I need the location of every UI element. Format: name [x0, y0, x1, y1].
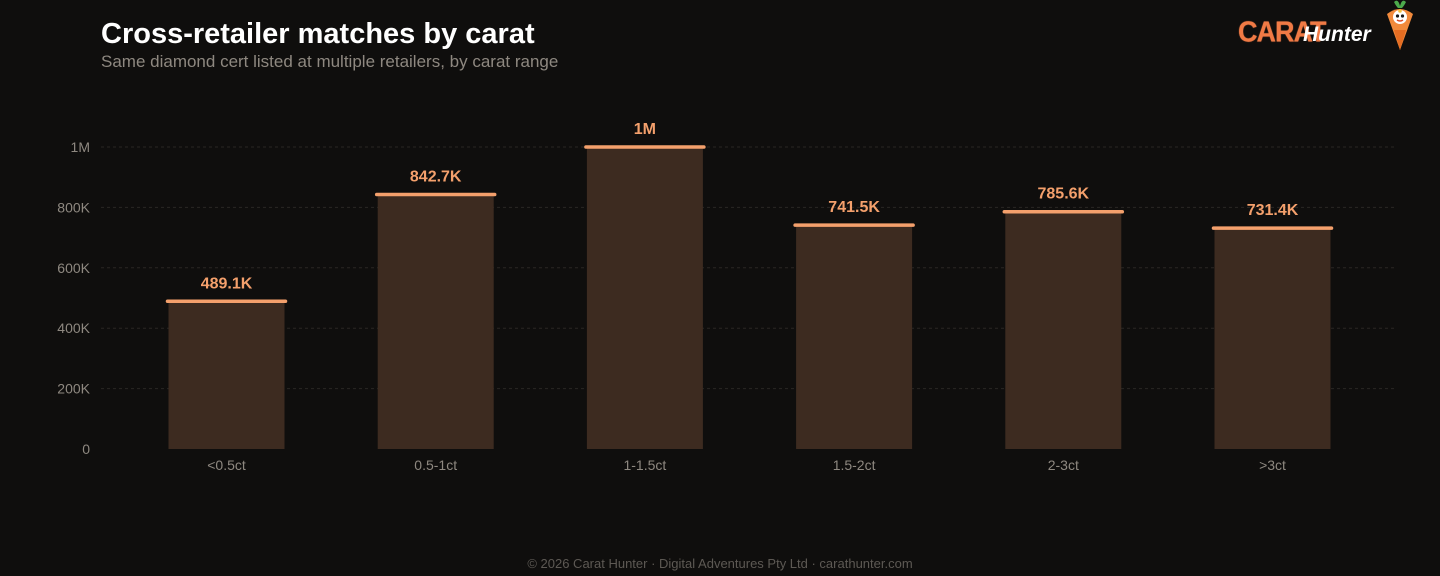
bar[interactable]	[796, 225, 913, 449]
logo-word-carat: CARAT	[1238, 16, 1326, 48]
bar[interactable]	[1214, 228, 1331, 449]
bar[interactable]	[168, 301, 285, 449]
bar[interactable]	[1005, 211, 1122, 449]
x-tick-label: 2-3ct	[1048, 457, 1079, 473]
bar-value-label: 731.4K	[1247, 202, 1299, 219]
y-tick-label: 800K	[57, 199, 90, 215]
chart-subtitle: Same diamond cert listed at multiple ret…	[101, 52, 559, 71]
bar-value-label: 1M	[634, 121, 656, 138]
bars: 489.1K 842.7K 1M 741.5K 785.6K 731.4K	[165, 121, 1334, 449]
logo-word-hunter: Hunter	[1303, 23, 1371, 46]
carat-hunter-logo[interactable]: CARAT Hunter	[1238, 0, 1428, 56]
y-axis-ticks: 0 200K 400K 600K 800K 1M	[57, 139, 90, 457]
x-tick-label: >3ct	[1259, 457, 1286, 473]
y-tick-label: 0	[82, 441, 90, 457]
x-tick-label: <0.5ct	[207, 457, 246, 473]
x-tick-label: 0.5-1ct	[414, 457, 457, 473]
bar-value-label: 842.7K	[410, 169, 462, 186]
carrot-mascot-icon	[1387, 0, 1413, 50]
footer-copyright: © 2026 Carat Hunter · Digital Adventures…	[527, 556, 913, 571]
y-tick-label: 1M	[71, 139, 90, 155]
chart-title: Cross-retailer matches by carat	[101, 18, 535, 50]
x-tick-label: 1-1.5ct	[623, 457, 666, 473]
bar[interactable]	[586, 147, 703, 449]
y-tick-label: 200K	[57, 381, 90, 397]
bar-value-label: 741.5K	[828, 199, 880, 216]
grid-lines	[101, 146, 1395, 390]
x-axis-ticks: <0.5ct 0.5-1ct 1-1.5ct 1.5-2ct 2-3ct >3ct	[207, 457, 1286, 473]
x-tick-label: 1.5-2ct	[833, 457, 876, 473]
y-tick-label: 400K	[57, 320, 90, 336]
bar-value-label: 489.1K	[201, 275, 253, 292]
y-tick-label: 600K	[57, 260, 90, 276]
bar-value-label: 785.6K	[1038, 186, 1090, 203]
bar[interactable]	[377, 194, 494, 449]
